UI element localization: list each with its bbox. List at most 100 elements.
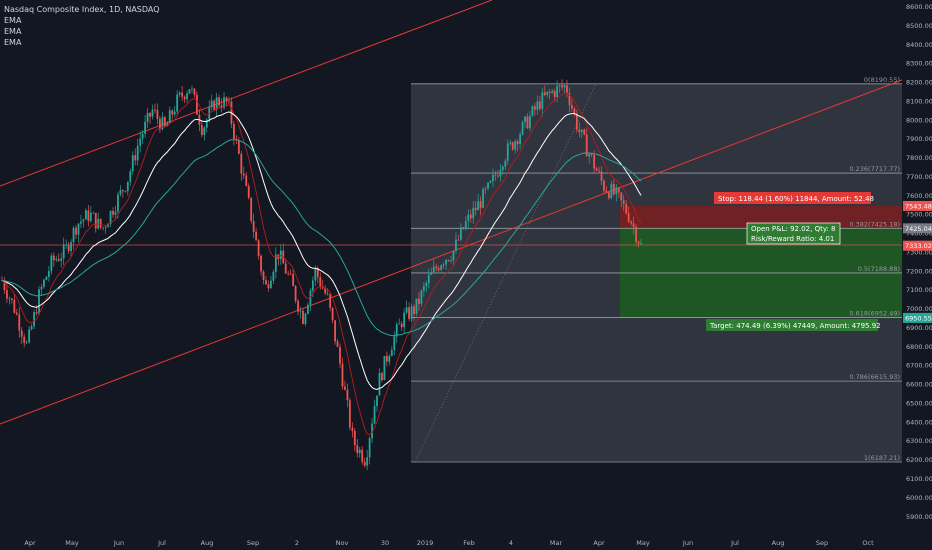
candle-body	[139, 138, 142, 146]
candle-body	[435, 266, 438, 269]
target-annotation-box	[706, 319, 878, 331]
y-tick-label: 8200.00	[906, 79, 932, 87]
candle-body	[610, 184, 613, 199]
candle-body	[191, 88, 193, 90]
candle-body	[457, 239, 460, 241]
x-tick-label: Apr	[593, 539, 605, 547]
candle-body	[173, 111, 176, 115]
candle-body	[112, 210, 114, 215]
candle-body	[171, 110, 174, 115]
candle-body	[297, 300, 299, 312]
candle-body	[252, 220, 255, 232]
y-tick-label: 7100.00	[906, 286, 932, 294]
candle-body	[432, 266, 435, 273]
candle-body	[279, 250, 282, 260]
candle-body	[267, 284, 270, 289]
y-tick-label: 7700.00	[906, 173, 932, 181]
candle-body	[289, 273, 292, 275]
candle-body	[630, 221, 633, 224]
candle-body	[447, 259, 450, 261]
candle-body	[188, 89, 191, 94]
candle-body	[442, 264, 445, 266]
candle-body	[215, 97, 218, 110]
candle-body	[472, 207, 475, 219]
y-tick-label: 8300.00	[906, 60, 932, 68]
candle-body	[509, 142, 512, 144]
candle-body	[203, 127, 206, 136]
candle-body	[104, 227, 107, 229]
candle-body	[395, 324, 398, 337]
candle-body	[571, 105, 573, 109]
fib-level-label: 0.236(7717.77)	[849, 165, 900, 173]
candle-body	[590, 154, 593, 156]
candle-body	[640, 243, 642, 244]
candle-body	[102, 227, 105, 229]
fib-level-label: 0.5(7188.88)	[858, 265, 900, 273]
y-tick-label: 6300.00	[906, 437, 932, 445]
candle-body	[225, 97, 228, 102]
candle-body	[371, 423, 373, 439]
target-annotation-text: Target: 474.49 (6.39%) 47449, Amount: 47…	[709, 322, 881, 330]
x-tick-label: Sep	[247, 539, 259, 547]
candle-body	[600, 171, 603, 181]
candle-body	[484, 188, 487, 190]
candle-body	[430, 272, 433, 275]
candle-body	[452, 250, 455, 261]
price-marker	[903, 223, 932, 234]
candle-body	[38, 289, 40, 314]
candle-body	[622, 200, 625, 204]
candle-body	[578, 129, 581, 132]
candle-body	[494, 174, 497, 176]
candle-body	[65, 244, 68, 246]
candle-body	[425, 282, 428, 287]
y-tick-label: 7900.00	[906, 135, 932, 143]
candle-body	[627, 213, 630, 222]
candle-body	[531, 106, 534, 116]
candle-body	[40, 286, 43, 290]
candle-body	[70, 242, 72, 252]
candle-body	[373, 405, 376, 424]
candle-body	[307, 304, 309, 314]
candle-body	[109, 210, 112, 224]
candle-body	[605, 190, 608, 193]
candle-body	[329, 294, 332, 308]
candle-body	[250, 197, 253, 221]
candle-body	[67, 244, 70, 252]
y-tick-label: 6800.00	[906, 343, 932, 351]
candle-body	[632, 223, 635, 227]
candle-body	[163, 117, 166, 127]
candle-body	[339, 346, 341, 364]
candle-body	[274, 254, 277, 272]
candle-body	[99, 218, 102, 228]
candle-body	[94, 212, 97, 229]
candle-body	[151, 109, 154, 117]
candle-body	[563, 85, 566, 88]
legend-ema-3: EMA	[4, 38, 22, 47]
candle-body	[186, 93, 188, 100]
candle-body	[415, 298, 418, 314]
candle-body	[583, 129, 586, 135]
candle-body	[299, 310, 302, 312]
candle-body	[504, 160, 507, 167]
candle-body	[302, 310, 304, 324]
candle-body	[561, 85, 563, 88]
y-tick-label: 6400.00	[906, 418, 932, 426]
candle-body	[114, 211, 117, 215]
x-tick-label: Aug	[772, 539, 785, 547]
candle-body	[474, 207, 477, 211]
x-tick-label: Aug	[201, 539, 214, 547]
x-tick-label: May	[636, 539, 650, 547]
candle-body	[176, 94, 179, 112]
candle-body	[459, 227, 462, 240]
candle-body	[213, 100, 216, 110]
x-tick-label: Jul	[730, 539, 739, 547]
candle-body	[228, 101, 230, 102]
ema-mid-line	[1, 111, 642, 391]
candle-body	[617, 187, 620, 193]
x-tick-label: 2	[295, 539, 299, 547]
candle-body	[558, 85, 561, 87]
candle-body	[193, 88, 196, 95]
candle-body	[45, 276, 48, 280]
candle-body	[136, 145, 139, 161]
